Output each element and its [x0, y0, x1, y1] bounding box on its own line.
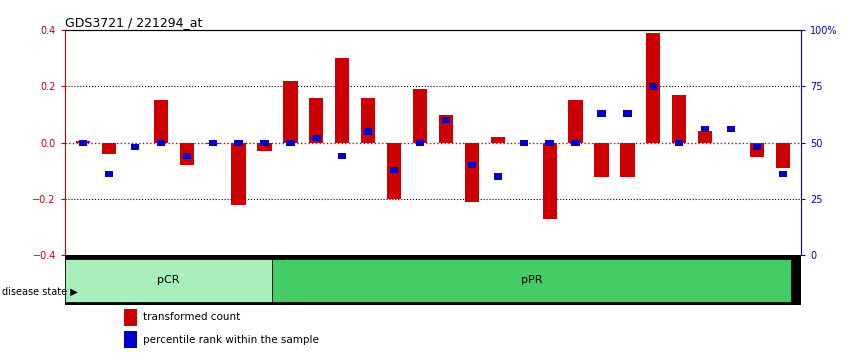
Bar — [624, 110, 631, 116]
Bar — [65, 255, 801, 306]
Bar — [205, 143, 220, 144]
Bar — [727, 126, 735, 132]
Bar — [179, 143, 194, 165]
Text: GDS3721 / 221294_at: GDS3721 / 221294_at — [65, 16, 203, 29]
Bar — [272, 259, 791, 302]
Bar — [594, 143, 609, 177]
Text: pPR: pPR — [520, 275, 542, 285]
Bar — [779, 171, 787, 177]
Bar — [494, 173, 502, 179]
Bar — [698, 131, 712, 143]
Bar — [542, 143, 557, 219]
Bar — [364, 129, 372, 135]
Bar — [105, 171, 113, 177]
Bar — [261, 139, 268, 146]
Bar — [753, 144, 761, 150]
Bar — [131, 144, 139, 150]
Bar — [157, 139, 165, 146]
Bar — [257, 143, 272, 151]
Bar — [338, 153, 346, 159]
Bar — [313, 135, 320, 141]
Bar — [442, 117, 450, 123]
Bar — [468, 162, 476, 169]
Bar — [646, 33, 661, 143]
Bar — [387, 143, 401, 199]
Bar — [572, 139, 579, 146]
Bar — [102, 143, 116, 154]
Bar — [76, 141, 90, 143]
Bar — [183, 153, 191, 159]
Bar — [79, 139, 87, 146]
Bar — [390, 167, 398, 173]
Bar — [750, 143, 764, 157]
Bar — [520, 139, 528, 146]
Bar — [283, 81, 298, 143]
Bar — [568, 101, 583, 143]
Bar — [701, 126, 709, 132]
Bar — [598, 110, 605, 116]
Bar — [416, 139, 424, 146]
Bar — [124, 331, 137, 348]
Text: pCR: pCR — [158, 275, 180, 285]
Bar — [776, 143, 790, 168]
Bar — [209, 139, 216, 146]
Bar — [361, 98, 375, 143]
Bar — [491, 137, 505, 143]
Text: disease state ▶: disease state ▶ — [2, 287, 77, 297]
Bar — [65, 259, 272, 302]
Bar — [465, 143, 479, 202]
Bar — [335, 58, 349, 143]
Bar — [287, 139, 294, 146]
Bar — [650, 83, 657, 90]
Bar — [413, 89, 427, 143]
Bar — [309, 98, 324, 143]
Bar — [124, 309, 137, 326]
Text: percentile rank within the sample: percentile rank within the sample — [143, 335, 319, 345]
Bar — [154, 101, 168, 143]
Text: transformed count: transformed count — [143, 312, 240, 322]
Bar — [620, 143, 635, 177]
Bar — [546, 139, 553, 146]
Bar — [675, 139, 683, 146]
Bar — [235, 139, 242, 146]
Bar — [439, 115, 453, 143]
Bar — [231, 143, 246, 205]
Bar — [672, 95, 687, 143]
